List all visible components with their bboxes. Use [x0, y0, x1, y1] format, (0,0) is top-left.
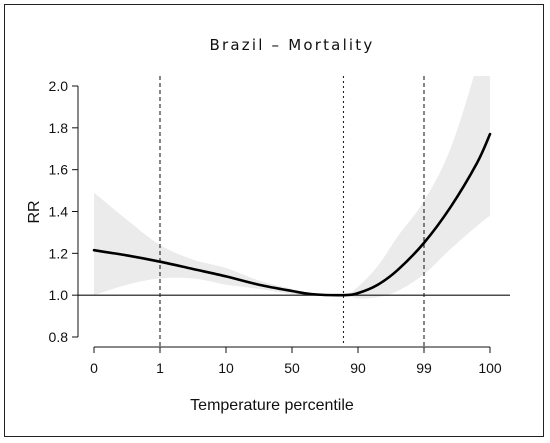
- confidence-band: [94, 76, 490, 299]
- y-tick-label: 0.8: [49, 329, 69, 345]
- x-tick-label: 100: [478, 360, 502, 376]
- y-tick-label: 1.8: [49, 120, 69, 136]
- y-tick-label: 1.4: [49, 204, 69, 220]
- rr-curve-layer: [92, 132, 492, 297]
- x-tick-label: 10: [218, 360, 234, 376]
- y-tick-label: 1.6: [49, 162, 69, 178]
- y-axis: 0.8 1.0 1.2 1.4 1.6 1.8 2.0: [49, 78, 79, 345]
- vertical-lines-layer: [159, 76, 425, 346]
- x-axis: 0 1 10 50 90 99 100: [90, 346, 502, 376]
- y-tick-label: 2.0: [49, 78, 69, 94]
- y-axis-label: RR: [26, 200, 43, 223]
- y-tick-label: 1.2: [49, 245, 69, 261]
- x-axis-label: Temperature percentile: [190, 397, 354, 414]
- x-tick-label: 0: [90, 360, 98, 376]
- chart-title: Brazil – Mortality: [210, 36, 375, 54]
- x-tick-label: 99: [416, 360, 432, 376]
- x-tick-label: 90: [350, 360, 366, 376]
- rr-curve: [92, 132, 492, 297]
- x-tick-label: 50: [284, 360, 300, 376]
- confidence-band-layer: [94, 76, 490, 299]
- x-tick-label: 1: [156, 360, 164, 376]
- y-tick-label: 1.0: [49, 287, 69, 303]
